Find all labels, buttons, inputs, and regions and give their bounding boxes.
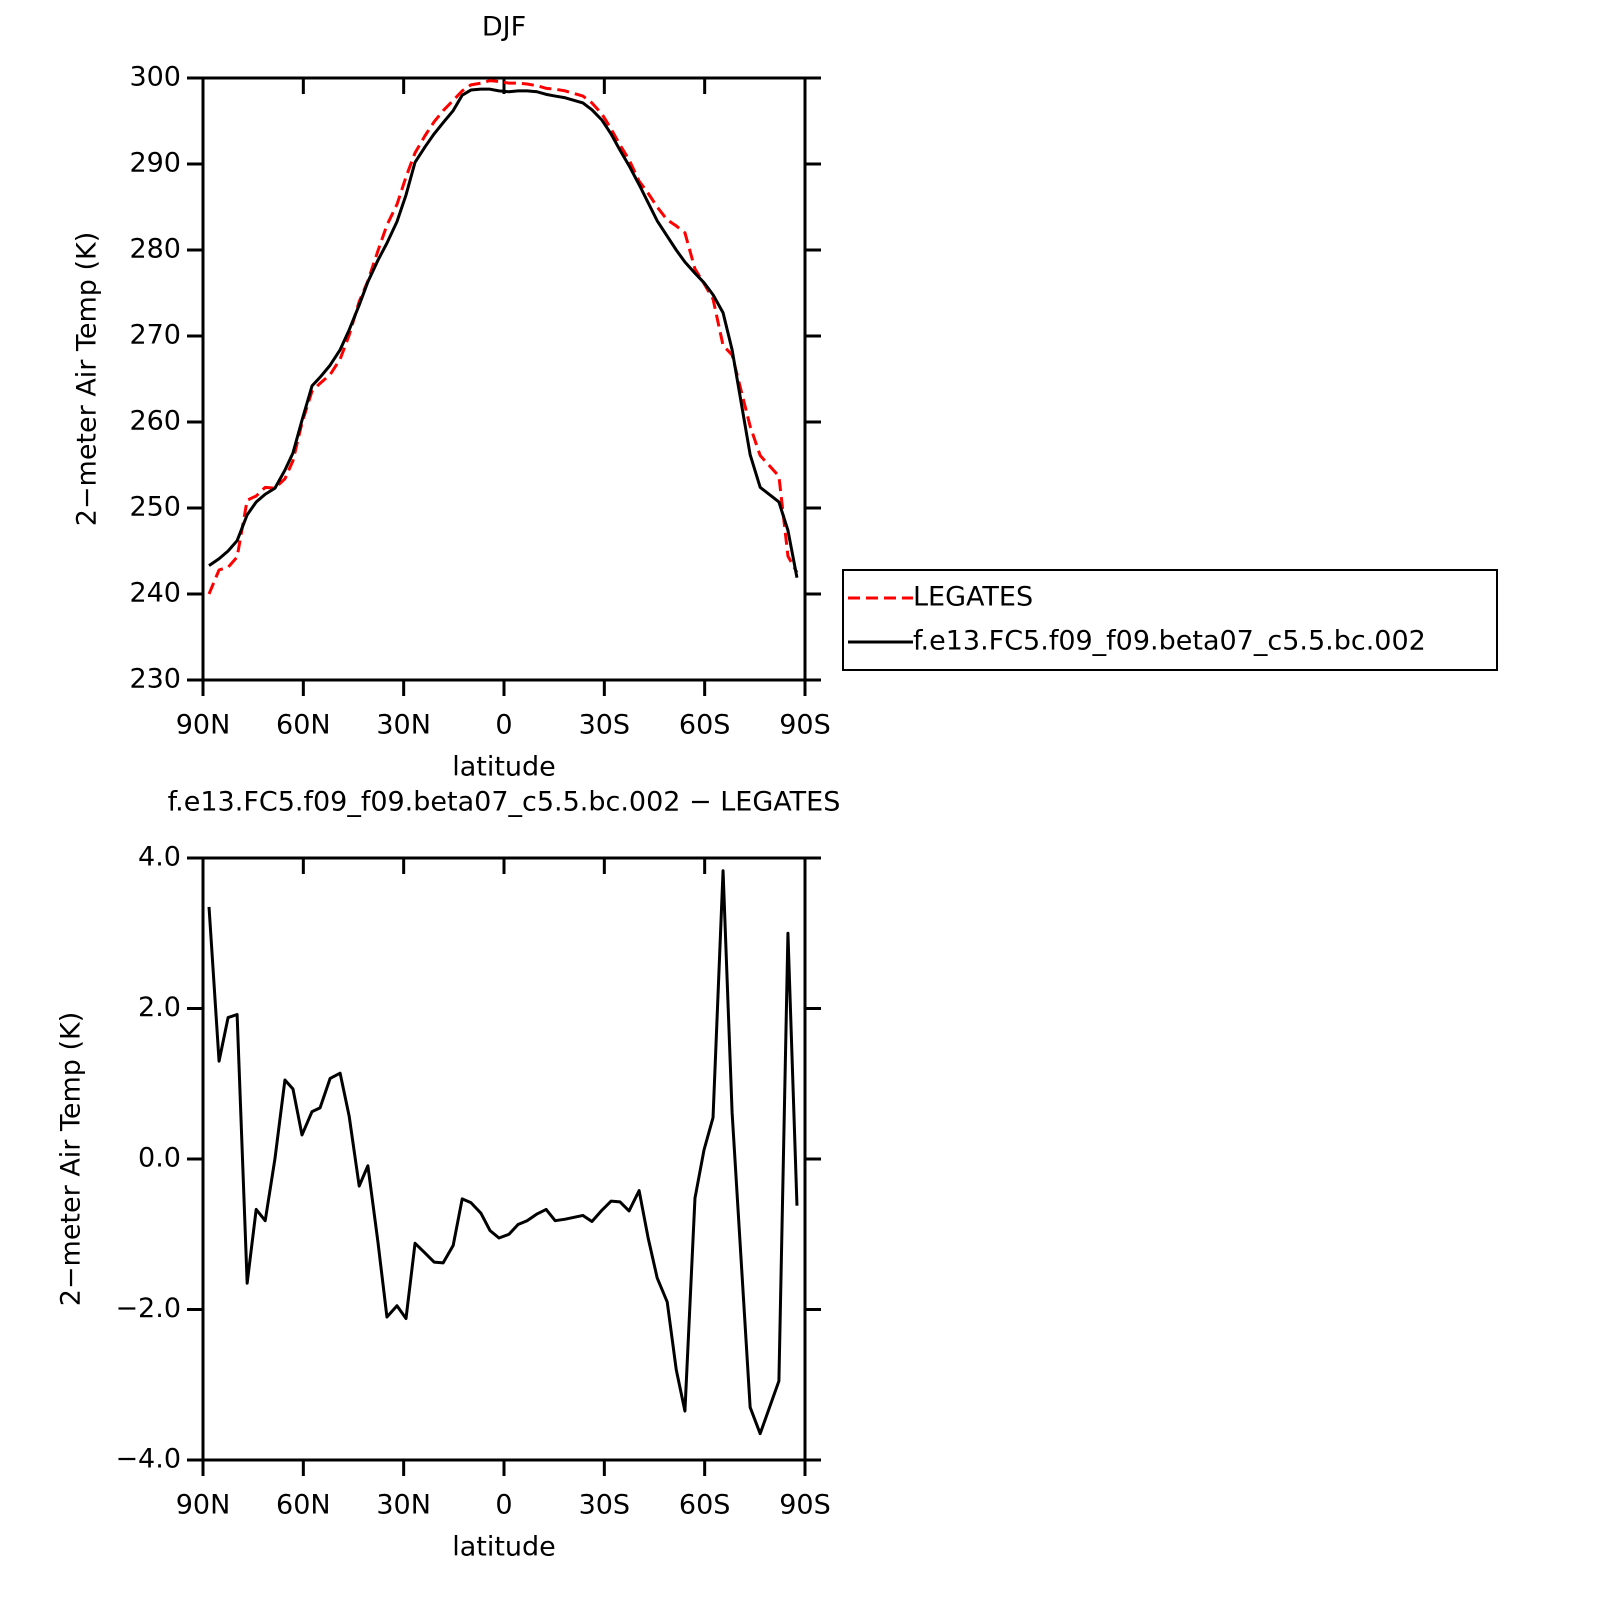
y-tick-label: 0.0 bbox=[138, 1143, 181, 1174]
y-tick-label: 290 bbox=[129, 148, 181, 179]
x-tick-label: 30N bbox=[376, 710, 431, 741]
y-tick-label: 240 bbox=[129, 578, 181, 609]
legend-label: f.e13.FC5.f09_f09.beta07_c5.5.bc.002 bbox=[913, 626, 1426, 657]
x-tick-label: 90N bbox=[176, 710, 231, 741]
x-tick-label: 30S bbox=[579, 1490, 631, 1521]
plot-frame bbox=[201, 856, 807, 1462]
y-tick-label: 230 bbox=[129, 664, 181, 695]
series-line bbox=[207, 869, 799, 1436]
x-tick-label: 0 bbox=[495, 710, 512, 741]
chart-title: f.e13.FC5.f09_f09.beta07_c5.5.bc.002 − L… bbox=[168, 787, 841, 818]
x-tick-label: 60N bbox=[276, 710, 331, 741]
y-tick-label: 250 bbox=[129, 492, 181, 523]
plot-frame bbox=[201, 76, 807, 682]
x-tick-label: 60S bbox=[679, 1490, 731, 1521]
x-tick-label: 30N bbox=[376, 1490, 431, 1521]
x-tick-label: 60N bbox=[276, 1490, 331, 1521]
x-axis-label: latitude bbox=[452, 752, 556, 783]
series-line bbox=[207, 79, 799, 595]
y-tick-label: 280 bbox=[129, 234, 181, 265]
y-tick-label: 2.0 bbox=[138, 992, 181, 1023]
y-tick-label: 300 bbox=[129, 62, 181, 93]
x-tick-label: 0 bbox=[495, 1490, 512, 1521]
chart-title: DJF bbox=[482, 12, 526, 43]
legend-box bbox=[842, 569, 1498, 671]
y-tick-label: −2.0 bbox=[115, 1293, 181, 1324]
x-tick-label: 90S bbox=[779, 710, 831, 741]
x-axis-label: latitude bbox=[452, 1532, 556, 1563]
x-tick-label: 90N bbox=[176, 1490, 231, 1521]
y-tick-label: 4.0 bbox=[138, 842, 181, 873]
series-line bbox=[208, 87, 799, 578]
x-tick-label: 60S bbox=[679, 710, 731, 741]
legend-label: LEGATES bbox=[913, 582, 1033, 613]
y-axis-label: 2−meter Air Temp (K) bbox=[56, 1012, 87, 1307]
y-tick-label: 270 bbox=[129, 320, 181, 351]
x-tick-label: 30S bbox=[579, 710, 631, 741]
y-tick-label: −4.0 bbox=[115, 1444, 181, 1475]
y-axis-label: 2−meter Air Temp (K) bbox=[72, 232, 103, 527]
x-tick-label: 90S bbox=[779, 1490, 831, 1521]
y-tick-label: 260 bbox=[129, 406, 181, 437]
